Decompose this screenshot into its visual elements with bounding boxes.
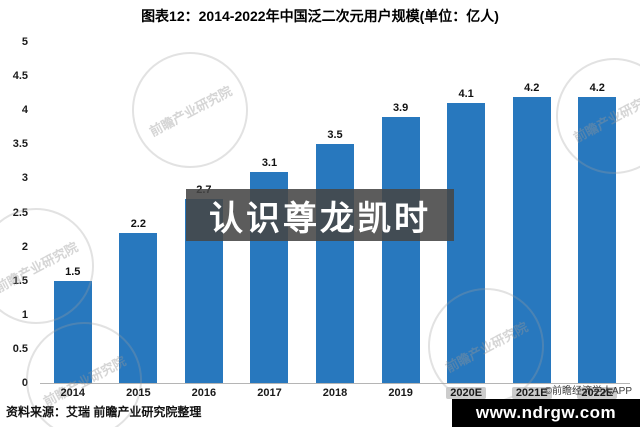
bar-value-label: 4.1 bbox=[458, 88, 474, 101]
bar-group: 4.2 bbox=[565, 42, 631, 383]
bar bbox=[578, 96, 617, 383]
y-axis-label: 0.5 bbox=[12, 342, 28, 355]
y-axis-label: 3 bbox=[21, 172, 28, 185]
y-axis-label: 1 bbox=[21, 308, 28, 321]
x-axis-label: 2014 bbox=[60, 387, 86, 399]
bar bbox=[512, 96, 551, 383]
y-axis: 0 0.5 1 1.5 2 2.5 3 3.5 4 4.5 5 bbox=[0, 36, 34, 389]
bar-group: 2.2 bbox=[106, 42, 172, 383]
bar bbox=[53, 280, 92, 383]
x-axis-label: 2022E bbox=[565, 387, 631, 399]
x-axis-label: 2021E bbox=[499, 387, 565, 399]
x-axis-label: 2020E bbox=[433, 387, 499, 399]
bar-group: 3.9 bbox=[368, 42, 434, 383]
bar bbox=[381, 117, 420, 383]
bar-group: 3.5 bbox=[302, 42, 368, 383]
app-credit: ©前瞻经济学人APP bbox=[544, 386, 632, 397]
y-axis-label: 4.5 bbox=[12, 70, 28, 83]
watermark-overlay: 认识尊龙凯时 bbox=[186, 189, 454, 241]
bar-value-label: 4.2 bbox=[589, 81, 605, 94]
y-axis-label: 3.5 bbox=[12, 138, 28, 151]
x-axis-label: 2019 bbox=[388, 387, 413, 399]
bar-group: 1.5 bbox=[40, 42, 106, 383]
y-axis-label: 0 bbox=[21, 377, 28, 389]
y-axis-label: 4 bbox=[21, 104, 28, 117]
bar bbox=[119, 232, 158, 383]
x-axis-label: 2015 bbox=[126, 387, 151, 399]
y-axis-label: 2 bbox=[21, 240, 28, 253]
bar-value-label: 4.2 bbox=[524, 81, 540, 94]
bar-value-label: 3.5 bbox=[327, 129, 343, 142]
y-axis-label: 5 bbox=[21, 36, 28, 48]
bar-group: 4.1 bbox=[433, 42, 499, 383]
bar-value-label: 2.2 bbox=[130, 217, 146, 230]
bar bbox=[447, 103, 486, 383]
y-axis-label: 1.5 bbox=[12, 274, 28, 287]
x-axis-label: 2018 bbox=[322, 387, 348, 399]
bar-value-label: 3.9 bbox=[392, 102, 409, 115]
y-axis-label: 2.5 bbox=[12, 206, 28, 219]
bar bbox=[316, 144, 355, 383]
website-banner: www.ndrgw.com bbox=[452, 399, 640, 427]
x-axis-label: 2016 bbox=[191, 387, 217, 399]
chart-title: 图表12：2014-2022年中国泛二次元用户规模(单位：亿人) bbox=[141, 8, 499, 24]
bar-value-label: 3.1 bbox=[261, 156, 278, 169]
x-axis-label: 2017 bbox=[257, 387, 282, 399]
bar-group: 4.2 bbox=[499, 42, 565, 383]
x-axis: 2014 2015 2016 2017 2018 2019 2020E 2021E 2022E bbox=[40, 387, 630, 399]
source-note: 资料来源：艾瑞 前瞻产业研究院整理 bbox=[6, 405, 202, 419]
bar-value-label: 1.5 bbox=[65, 265, 81, 278]
